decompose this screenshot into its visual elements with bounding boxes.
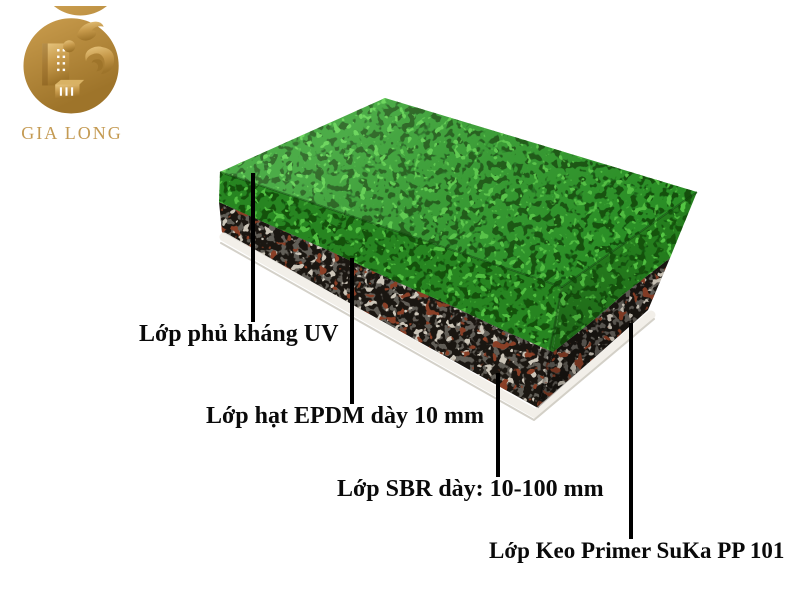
leader-line-epdm-layer [350, 258, 354, 404]
left-face-shading [220, 172, 562, 408]
label-uv-coating-layer: Lớp phủ kháng UV [139, 321, 339, 347]
right-face-shading [538, 192, 697, 408]
mat-primer-base-strip [219, 232, 656, 421]
leader-line-primer-layer [629, 323, 633, 539]
label-primer-glue-layer: Lớp Keo Primer SuKa PP 101 [489, 538, 785, 563]
mat-top-face-uv-coating [220, 98, 697, 287]
label-epdm-granule-layer: Lớp hạt EPDM dày 10 mm [206, 403, 484, 429]
front-corner-edge [537, 286, 563, 409]
leader-line-sbr-layer [496, 373, 500, 477]
logo-buildings [42, 43, 85, 99]
mat-left-face-sbr-layer [219, 202, 553, 408]
brand-logo: GIA LONG [10, 6, 134, 144]
logo-dragon-swirls [76, 21, 115, 75]
leader-line-uv-coating [251, 173, 255, 322]
logo-pearl [63, 40, 76, 53]
brand-name: GIA LONG [21, 123, 123, 143]
front-top-edge-shadow [219, 171, 698, 289]
mat-left-face-epdm-layer [219, 172, 562, 352]
gia-long-dragon-building-logo-icon [23, 6, 119, 114]
label-sbr-layer: Lớp SBR dày: 10-100 mm [337, 476, 604, 502]
